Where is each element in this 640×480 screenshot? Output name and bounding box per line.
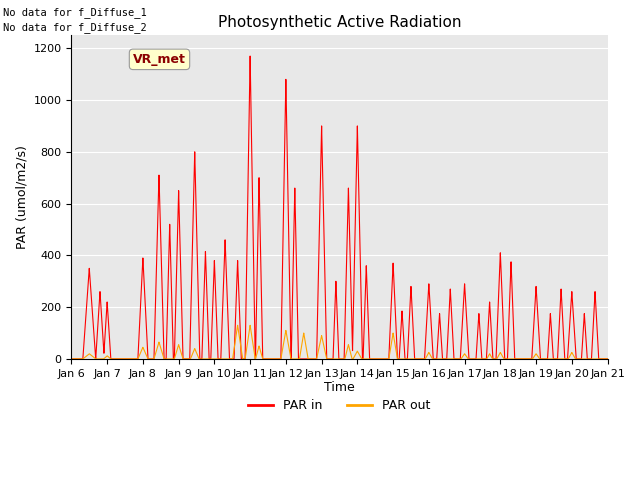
- X-axis label: Time: Time: [324, 382, 355, 395]
- Legend: PAR in, PAR out: PAR in, PAR out: [243, 395, 436, 418]
- Title: Photosynthetic Active Radiation: Photosynthetic Active Radiation: [218, 15, 461, 30]
- Text: VR_met: VR_met: [133, 53, 186, 66]
- Text: No data for f_Diffuse_1: No data for f_Diffuse_1: [3, 7, 147, 18]
- Text: No data for f_Diffuse_2: No data for f_Diffuse_2: [3, 22, 147, 33]
- Y-axis label: PAR (umol/m2/s): PAR (umol/m2/s): [15, 145, 28, 249]
